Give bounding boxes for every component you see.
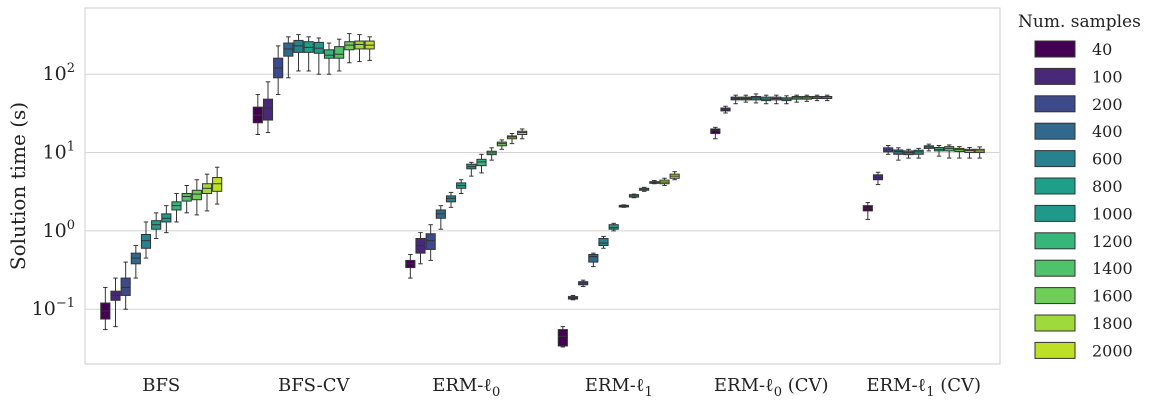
box — [191, 189, 202, 201]
box — [293, 39, 304, 53]
legend-title: Num. samples — [1018, 12, 1141, 32]
y-tick-label: 10−1 — [32, 296, 75, 320]
legend-swatch — [1034, 341, 1076, 359]
box — [283, 42, 294, 57]
legend-swatch — [1034, 314, 1076, 332]
legend-label: 1200 — [1092, 232, 1133, 251]
legend-label: 800 — [1092, 177, 1123, 196]
box — [608, 224, 619, 230]
y-tick-label: 102 — [43, 61, 75, 85]
y-axis-label: Solution time (s) — [6, 102, 30, 270]
x-tick-label: ERM-ℓ0 — [432, 375, 500, 400]
legend-swatch — [1034, 177, 1076, 195]
legend-swatch — [1034, 67, 1076, 85]
legend-label: 100 — [1092, 67, 1123, 86]
legend-swatch — [1034, 95, 1076, 113]
box — [212, 177, 223, 192]
legend-swatch — [1034, 287, 1076, 305]
legend-label: 1800 — [1092, 314, 1133, 333]
box — [557, 329, 568, 347]
box — [588, 253, 599, 263]
legend-label: 600 — [1092, 150, 1123, 169]
legend-swatch — [1034, 259, 1076, 277]
legend-swatch — [1034, 232, 1076, 250]
x-tick-label: ERM-ℓ0 (CV) — [714, 375, 829, 400]
box — [710, 128, 721, 135]
legend-swatch — [1034, 122, 1076, 140]
legend-label: 1400 — [1092, 259, 1133, 278]
legend-label: 200 — [1092, 95, 1123, 114]
legend-swatch — [1034, 150, 1076, 168]
box — [354, 40, 365, 50]
legend-label: 400 — [1092, 122, 1123, 141]
x-tick-label: ERM-ℓ1 (CV) — [866, 375, 981, 400]
box — [476, 158, 487, 167]
box — [140, 233, 152, 249]
box — [425, 233, 436, 250]
box — [344, 41, 355, 51]
box — [262, 98, 274, 121]
y-tick-label: 101 — [43, 140, 75, 164]
y-tick-label: 100 — [43, 218, 75, 242]
legend-label: 2000 — [1092, 341, 1133, 360]
x-tick-label: BFS — [142, 375, 180, 396]
box — [334, 46, 345, 59]
box — [323, 49, 335, 59]
x-tick-label: ERM-ℓ1 — [585, 375, 653, 400]
box — [598, 237, 609, 247]
legend-label: 1600 — [1092, 287, 1133, 306]
plot-area — [84, 7, 1001, 365]
box — [120, 277, 131, 296]
legend-swatch — [1034, 40, 1076, 58]
box — [893, 149, 904, 155]
legend-label: 40 — [1092, 40, 1112, 59]
box — [181, 193, 192, 202]
legend-swatch — [1034, 204, 1076, 222]
x-tick-label: BFS-CV — [278, 375, 351, 396]
legend-label: 1000 — [1092, 204, 1133, 223]
